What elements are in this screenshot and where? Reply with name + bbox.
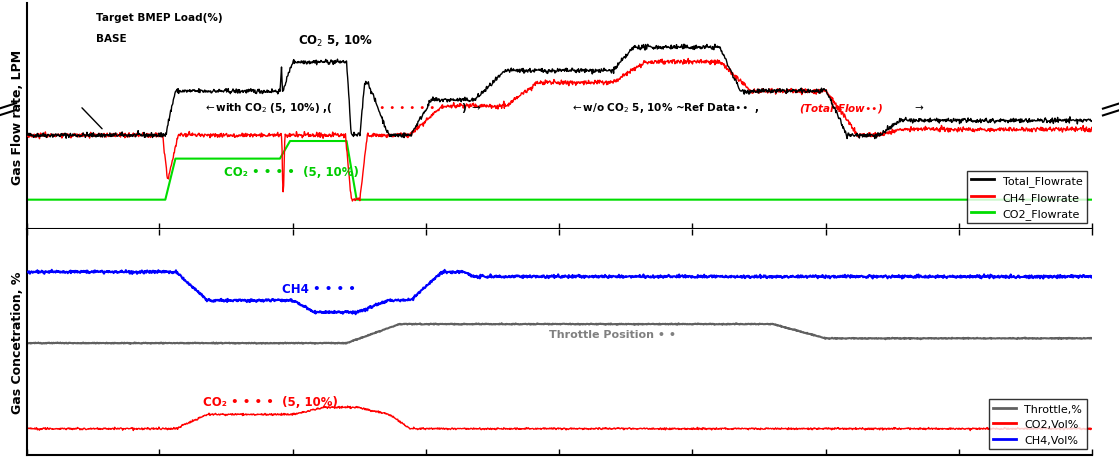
Text: $\bullet$ $\bullet$ $\bullet$ $\bullet$ $\bullet$ $\bullet$ $\bullet$: $\bullet$ $\bullet$ $\bullet$ $\bullet$ …: [378, 103, 445, 113]
Y-axis label: Gas Concetration, %: Gas Concetration, %: [11, 271, 23, 413]
Text: (Total Flow$\bullet$$\bullet$): (Total Flow$\bullet$$\bullet$): [799, 101, 884, 114]
Text: BASE: BASE: [96, 34, 126, 44]
Y-axis label: Gas Flow rate, LPM: Gas Flow rate, LPM: [11, 50, 23, 184]
Legend: Throttle,%, CO2,Vol%, CH4,Vol%: Throttle,%, CO2,Vol%, CH4,Vol%: [989, 399, 1087, 449]
Legend: Total_Flowrate, CH4_Flowrate, CO2_Flowrate: Total_Flowrate, CH4_Flowrate, CO2_Flowra…: [967, 171, 1087, 224]
Text: CO$_2$ 5, 10%: CO$_2$ 5, 10%: [299, 34, 374, 49]
Text: Throttle Position • •: Throttle Position • •: [548, 330, 676, 340]
Text: Target BMEP Load(%): Target BMEP Load(%): [96, 13, 223, 23]
Text: ) $\rightarrow$: ) $\rightarrow$: [461, 101, 482, 115]
Text: $\leftarrow$with CO$_2$ (5, 10%) ,(: $\leftarrow$with CO$_2$ (5, 10%) ,(: [203, 101, 332, 115]
Text: $\rightarrow$: $\rightarrow$: [909, 103, 925, 113]
Text: CO₂ • • • •  (5, 10%): CO₂ • • • • (5, 10%): [224, 165, 359, 179]
Text: CH4 • • • •: CH4 • • • •: [282, 283, 356, 296]
Text: $\leftarrow$w/o CO$_2$ 5, 10% ~Ref Data$\bullet$$\bullet$  ,: $\leftarrow$w/o CO$_2$ 5, 10% ~Ref Data$…: [571, 101, 760, 115]
Text: CO₂ • • • •  (5, 10%): CO₂ • • • • (5, 10%): [203, 395, 338, 408]
